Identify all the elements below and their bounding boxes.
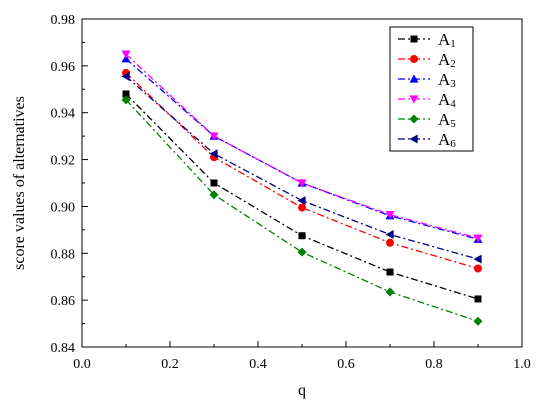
legend-label-subscript: 5 <box>450 118 456 130</box>
data-point-marker <box>386 268 394 276</box>
x-tick-label: 1.0 <box>513 357 531 372</box>
data-point-marker <box>121 95 131 105</box>
legend-item: A5 <box>398 110 456 130</box>
x-tick-label: 0.8 <box>425 357 443 372</box>
series-A4 <box>121 50 483 243</box>
data-point-marker <box>122 90 130 98</box>
series-A5 <box>121 95 483 326</box>
data-point-marker <box>410 55 418 63</box>
data-point-marker <box>297 196 306 206</box>
data-point-marker <box>209 190 219 200</box>
legend-label-name: A <box>438 70 451 89</box>
data-point-marker <box>409 95 419 104</box>
data-point-marker <box>385 287 395 297</box>
series-layer <box>121 50 483 326</box>
data-point-marker <box>121 50 131 59</box>
data-point-marker <box>410 35 418 43</box>
y-tick-label: 0.92 <box>51 154 76 169</box>
legend-label: A6 <box>438 130 456 150</box>
data-point-marker <box>409 74 419 83</box>
data-point-marker <box>474 264 482 273</box>
data-point-marker <box>473 316 483 326</box>
legend-item: A4 <box>398 90 456 110</box>
legend-label: A4 <box>438 90 456 110</box>
y-tick-label: 0.84 <box>51 341 76 356</box>
y-tick-label: 0.86 <box>51 294 76 309</box>
legend-label: A2 <box>438 50 456 70</box>
x-tick-label: 0.2 <box>161 357 179 372</box>
data-point-marker <box>473 254 482 264</box>
legend-box <box>389 26 474 152</box>
data-point-marker <box>386 238 394 247</box>
series-line <box>125 99 479 322</box>
legend-label-name: A <box>438 50 451 69</box>
legend-item: A6 <box>398 130 456 150</box>
data-point-marker <box>209 132 219 141</box>
y-axis-title: score values of alternatives <box>11 96 28 270</box>
legend-label: A1 <box>438 30 456 50</box>
y-tick-label: 0.94 <box>51 107 76 122</box>
data-point-marker <box>121 71 130 81</box>
legend-label-name: A <box>438 90 451 109</box>
legend-label-subscript: 1 <box>450 38 456 50</box>
legend-label: A5 <box>438 110 456 130</box>
data-point-marker <box>385 211 395 220</box>
series-A2 <box>122 68 482 273</box>
data-point-marker <box>298 203 306 212</box>
data-point-marker <box>209 149 218 159</box>
series-A1 <box>122 90 482 303</box>
legend-label-name: A <box>438 30 451 49</box>
x-tick-label: 0.0 <box>73 357 91 372</box>
legend-label: A3 <box>438 70 456 90</box>
legend-label-subscript: 6 <box>450 138 456 150</box>
data-point-marker <box>297 179 307 188</box>
series-line <box>125 53 479 239</box>
y-tick-label: 0.98 <box>51 13 76 28</box>
x-tick-label: 0.4 <box>249 357 267 372</box>
x-tick-label: 0.6 <box>337 357 355 372</box>
legend-item: A2 <box>398 50 456 70</box>
legend-label-subscript: 4 <box>450 98 456 110</box>
data-point-marker <box>297 247 307 257</box>
y-tick-label: 0.88 <box>51 247 76 262</box>
y-tick-label: 0.96 <box>51 60 76 75</box>
data-point-marker <box>385 230 394 240</box>
x-axis-title: q <box>298 382 306 399</box>
legend-label-subscript: 2 <box>450 58 456 70</box>
data-point-marker <box>409 134 418 144</box>
legend-item: A3 <box>398 70 456 90</box>
legend-label-subscript: 3 <box>450 78 456 90</box>
series-A6 <box>121 71 482 264</box>
legend-label-name: A <box>438 130 451 149</box>
data-point-marker <box>409 114 419 124</box>
y-tick-label: 0.90 <box>51 200 76 215</box>
legend-label-name: A <box>438 110 451 129</box>
series-line <box>125 72 479 270</box>
axis-ticks: 0.0 0.2 0.4 0.6 0.8 1.0 0.84 0.86 0.88 0.90 0.92 0.… <box>51 13 531 372</box>
data-point-marker <box>473 234 483 243</box>
legend-item: A1 <box>398 30 456 50</box>
data-point-marker <box>474 295 482 303</box>
data-point-marker <box>298 232 306 240</box>
data-point-marker <box>210 179 218 187</box>
